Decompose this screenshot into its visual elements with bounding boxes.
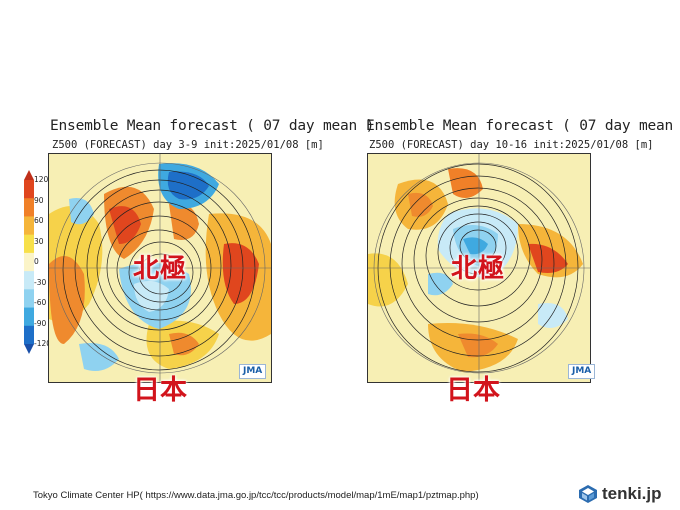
source-credit: Tokyo Climate Center HP( https://www.dat… [33,490,479,501]
map-panel-2 [367,153,591,383]
colorbar-segment [24,216,34,236]
colorbar-tick-label: -90 [34,318,47,328]
japan-label-1: 日本 [133,375,187,406]
tenki-logo-icon [579,485,597,503]
japan-label-2: 日本 [446,375,500,406]
colorbar-segments [24,170,34,354]
north-pole-label-1: 北極 [133,254,188,284]
colorbar-segment [24,307,34,327]
colorbar-segment [24,289,34,309]
colorbar-segment [24,325,34,345]
colorbar-segment [24,180,34,199]
jma-logo-2: JMA [568,364,596,379]
colorbar-arrow-top [24,170,34,180]
colorbar-tick-label: 120 [34,175,49,184]
panel-2-subtitle: Z500 (FORECAST) day 10-16 init:2025/01/0… [369,139,654,151]
panel-1-subtitle: Z500 (FORECAST) day 3-9 init:2025/01/08 … [52,139,324,151]
colorbar-segment [24,271,34,290]
tenki-brand[interactable]: tenki.jp [578,484,662,504]
panel-1-title: Ensemble Mean forecast ( 07 day mean ) [50,118,375,134]
colorbar-segment [24,198,34,217]
colorbar-tick-label: 60 [34,216,44,225]
colorbar-tick-label: -60 [34,298,47,307]
jma-logo-1: JMA [239,364,267,379]
brand-name: tenki.jp [602,484,662,503]
colorbar-arrow-bottom [24,344,34,354]
colorbar-tick-label: 90 [34,195,44,205]
colorbar-tick-label: -30 [34,277,47,287]
anomaly-colorbar [18,170,52,360]
colorbar-tick-label: -120 [34,339,52,348]
north-pole-label-2: 北極 [451,254,506,284]
colorbar-segment [24,234,34,254]
panel-2-title: Ensemble Mean forecast ( 07 day mean ) [366,118,680,134]
colorbar-tick-label: 0 [34,257,39,266]
colorbar-segment [24,252,34,272]
map-panel-1 [48,153,272,383]
colorbar-tick-label: 30 [34,236,44,246]
